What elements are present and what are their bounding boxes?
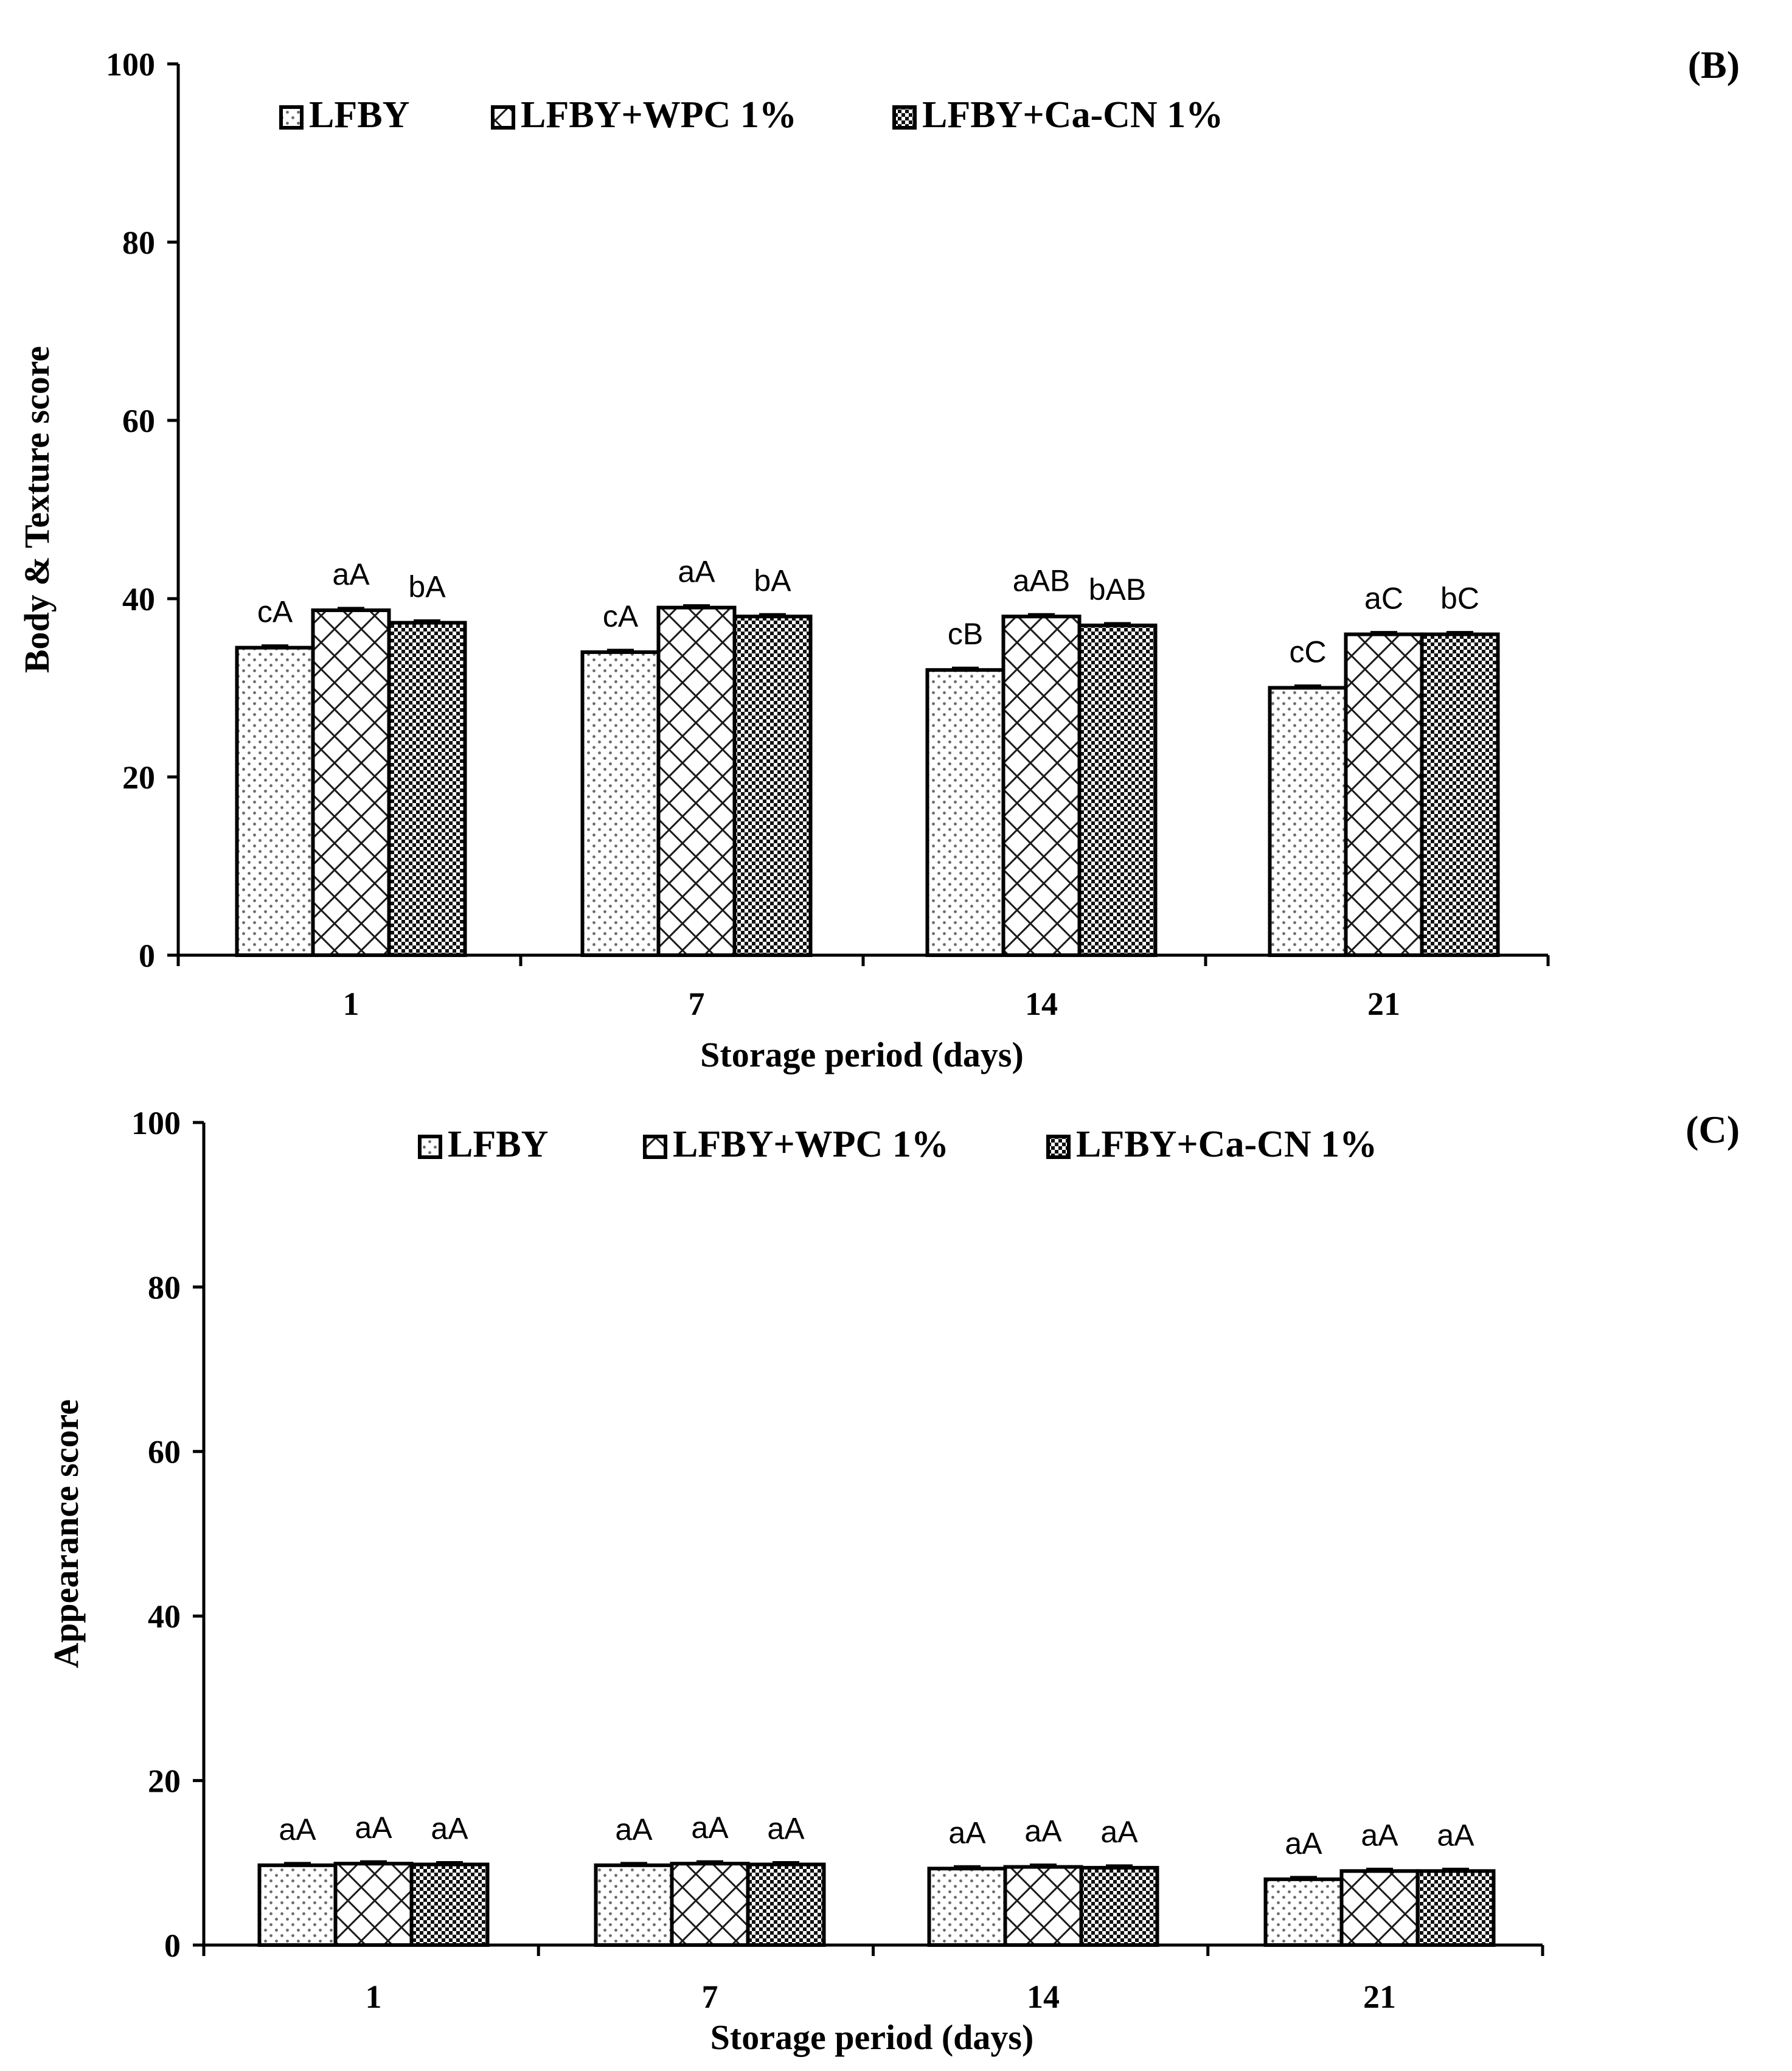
y-tick-label: 60 <box>148 1434 181 1471</box>
bar-cross-day-14 <box>1001 614 1082 957</box>
bar-cross-day-1 <box>333 1862 414 1947</box>
bar-label: aA <box>1024 1814 1062 1848</box>
legend-label: LFBY+Ca-CN 1% <box>922 94 1223 136</box>
legend-label: LFBY <box>448 1124 548 1165</box>
bar-dots-day-14 <box>925 668 1005 957</box>
bar-checker-day-7 <box>732 614 813 957</box>
y-tick-label: 80 <box>148 1269 181 1306</box>
bar-dots-day-7 <box>580 650 661 958</box>
bar-checker-day-14 <box>1079 1865 1159 1947</box>
legend-swatch-dots <box>418 1135 442 1159</box>
bar-label: aA <box>767 1812 805 1846</box>
bar-label: aA <box>1361 1818 1398 1852</box>
x-axis-title: Storage period (days) <box>700 1035 1024 1074</box>
bar-cross-day-7 <box>656 605 737 957</box>
x-axis-title: Storage period (days) <box>710 2017 1034 2057</box>
bar-label: cA <box>603 599 639 633</box>
bar-label: aA <box>1285 1826 1322 1860</box>
bar-label: bA <box>754 563 791 597</box>
bar-cross-day-7 <box>670 1862 750 1947</box>
y-tick-label: 20 <box>148 1763 181 1800</box>
bar-checker-day-14 <box>1077 623 1158 957</box>
legend-label: LFBY+WPC 1% <box>673 1124 949 1165</box>
legend-label: LFBY+Ca-CN 1% <box>1076 1124 1377 1165</box>
bar-cross-day-21 <box>1339 1869 1420 1947</box>
bar-label: aA <box>1437 1818 1474 1852</box>
y-tick-label: 60 <box>122 403 155 439</box>
bar-checker-day-7 <box>746 1862 826 1947</box>
bar-label: aA <box>355 1811 392 1845</box>
bar-label: cA <box>257 595 293 629</box>
y-tick-label: 40 <box>122 581 155 618</box>
y-tick-label: 0 <box>139 938 155 974</box>
legend-swatch-checker <box>1046 1135 1071 1159</box>
chart-panel-b: 0 20 40 60 80 100 1 7 14 21 cA cA cB cC aA aA aAB aC bA bA b… <box>17 43 1740 1074</box>
bar-label: aA <box>332 557 370 591</box>
bar-label: aAB <box>1013 563 1071 597</box>
bar-label: aA <box>1100 1815 1138 1849</box>
bar-dots-day-1 <box>257 1863 338 1947</box>
bar-checker-day-21 <box>1420 632 1500 957</box>
bar-label: bC <box>1440 582 1479 616</box>
bar-dots-day-7 <box>594 1863 674 1947</box>
y-tick-label: 100 <box>131 1105 181 1141</box>
x-tick-label: 21 <box>1363 1979 1396 2015</box>
bar-dots-day-1 <box>235 646 315 957</box>
bar-label: cC <box>1289 635 1326 669</box>
bar-label: aA <box>691 1811 729 1845</box>
legend-swatch-cross <box>491 105 515 130</box>
bar-label: aC <box>1364 582 1403 616</box>
x-tick-label: 14 <box>1027 1979 1060 2015</box>
y-axis-title: Appearance score <box>46 1399 86 1668</box>
bar-label: aA <box>678 555 715 589</box>
bar-label: bAB <box>1089 573 1147 607</box>
x-tick-label: 7 <box>689 986 705 1022</box>
y-tick-label: 0 <box>164 1927 181 1964</box>
y-tick-label: 20 <box>122 759 155 796</box>
bar-checker-day-1 <box>387 621 467 957</box>
y-tick-label: 100 <box>106 46 155 83</box>
bar-dots-day-14 <box>927 1867 1007 1947</box>
legend-label: LFBY <box>309 94 409 136</box>
legend-swatch-dots <box>279 105 304 130</box>
bar-dots-day-21 <box>1268 686 1348 957</box>
x-tick-label: 1 <box>366 1979 382 2015</box>
legend-swatch-checker <box>892 105 917 130</box>
x-tick-label: 14 <box>1025 986 1058 1022</box>
bar-label: aA <box>948 1815 986 1850</box>
bar-label: aA <box>279 1812 316 1846</box>
chart-panel-c: 0 20 40 60 80 100 1 7 14 21 aA aA aA aA aA aA aA aA aA aA aA… <box>46 1105 1740 2057</box>
y-tick-label: 80 <box>122 225 155 261</box>
panel-label: (B) <box>1688 43 1740 86</box>
x-tick-label: 21 <box>1367 986 1400 1022</box>
bar-label: bA <box>408 570 446 604</box>
bar-checker-day-1 <box>409 1862 490 1947</box>
bar-cross-day-21 <box>1344 632 1424 957</box>
bar-cross-day-1 <box>311 608 391 957</box>
y-axis-title: Body & Texture score <box>17 346 57 674</box>
bar-checker-day-21 <box>1415 1869 1496 1947</box>
legend-label: LFBY+WPC 1% <box>521 94 797 136</box>
x-tick-label: 7 <box>702 1979 718 2015</box>
legend-swatch-cross <box>643 1135 667 1159</box>
panel-label: (C) <box>1686 1108 1740 1151</box>
bar-cross-day-14 <box>1003 1865 1083 1947</box>
x-tick-label: 1 <box>343 986 359 1022</box>
y-tick-label: 40 <box>148 1598 181 1635</box>
bar-label: aA <box>615 1812 653 1846</box>
bar-label: aA <box>431 1812 468 1846</box>
bar-label: cB <box>948 617 983 651</box>
bar-dots-day-21 <box>1263 1877 1344 1947</box>
